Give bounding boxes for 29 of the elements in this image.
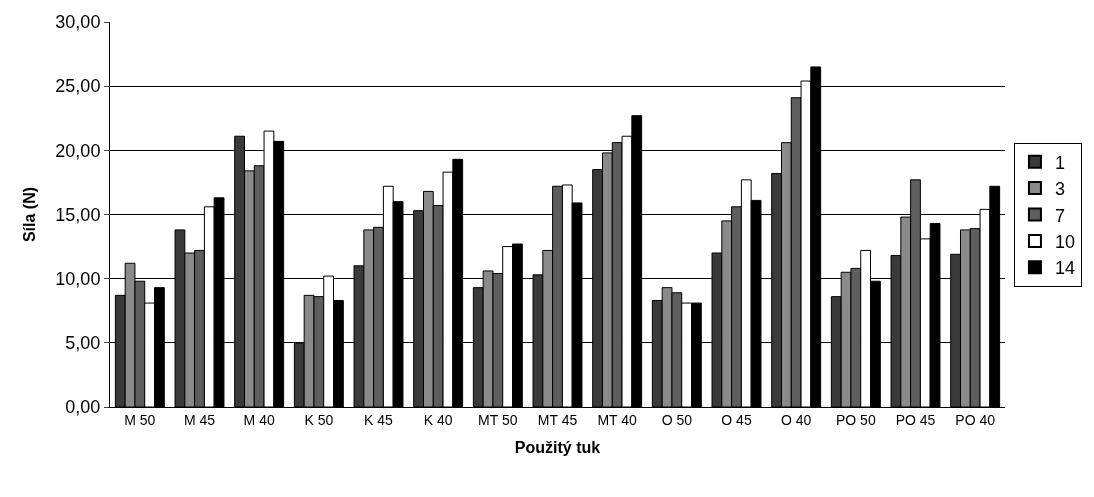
y-tick-label: 15,00 [55, 204, 101, 225]
y-tick-label: 20,00 [55, 140, 101, 161]
x-tick-label: MT 45 [537, 411, 578, 428]
x-tick-label: PO 45 [895, 411, 936, 428]
legend-label: 10 [1054, 231, 1075, 252]
x-tick-label: PO 50 [835, 411, 876, 428]
legend-label: 3 [1054, 179, 1065, 200]
x-tick-label: M 40 [243, 411, 275, 428]
x-tick-label: O 40 [780, 411, 812, 428]
x-tick-label: K 40 [423, 411, 453, 428]
legend-label: 1 [1054, 152, 1065, 173]
x-tick-label: K 45 [364, 411, 394, 428]
x-tick-label: M 50 [124, 411, 156, 428]
x-tick-label: O 50 [661, 411, 693, 428]
y-tick-label: 30,00 [55, 12, 101, 33]
x-tick-label: K 50 [304, 411, 334, 428]
x-tick-label: PO 40 [955, 411, 996, 428]
x-tick-label: O 45 [721, 411, 752, 428]
y-tick-label: 25,00 [55, 76, 101, 97]
y-tick-label: 5,00 [65, 333, 101, 354]
x-axis-title: Použitý tuk [514, 439, 601, 457]
legend-label: 14 [1054, 258, 1075, 279]
legend-label: 7 [1054, 205, 1065, 226]
x-tick-label: MT 50 [478, 411, 518, 428]
y-tick-label: 10,00 [55, 268, 101, 289]
x-tick-label: MT 40 [597, 411, 638, 428]
x-tick-label: M 45 [183, 411, 216, 428]
y-axis-title: Síla (N) [21, 186, 39, 243]
y-tick-label: 0,00 [65, 397, 101, 418]
